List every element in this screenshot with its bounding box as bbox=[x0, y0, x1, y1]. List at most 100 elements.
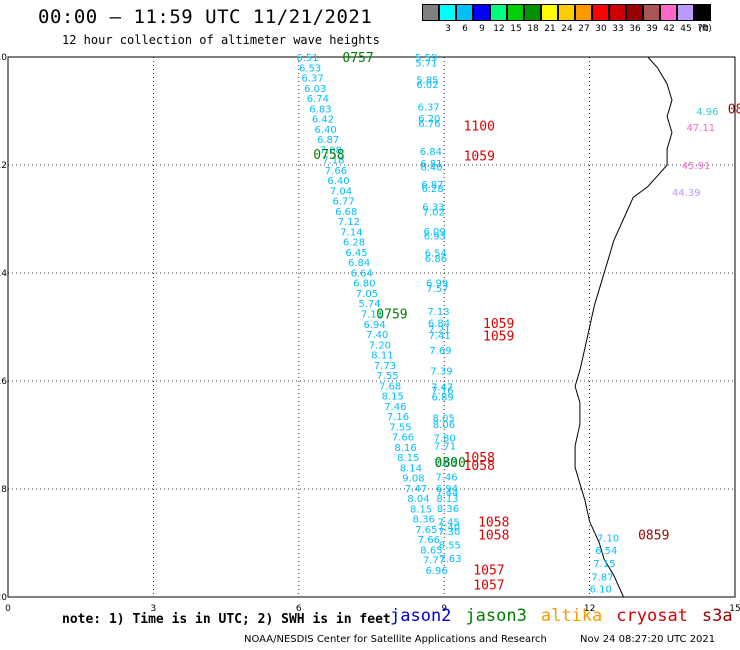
scale-swatch bbox=[575, 4, 592, 21]
wave-height-value: 7.10 bbox=[597, 534, 619, 545]
wave-height-value: 5.71 bbox=[415, 58, 437, 69]
wave-height-value: 8.11 bbox=[371, 351, 393, 362]
wave-height-value: 6.96 bbox=[426, 566, 448, 577]
wave-height-value: 7.55 bbox=[389, 422, 411, 433]
wave-height-value: 7.80 bbox=[434, 434, 456, 445]
wave-height-value: 7.41 bbox=[429, 331, 451, 342]
wave-height-value: 6.84 bbox=[420, 147, 442, 158]
scale-swatch bbox=[677, 4, 694, 21]
scale-tick-label: 33 bbox=[612, 24, 624, 34]
wave-height-value: 7.18 bbox=[322, 156, 344, 167]
pass-time-label: 0859 bbox=[638, 528, 669, 543]
wave-height-value: 6.09 bbox=[424, 227, 446, 238]
wave-height-value: 6.89 bbox=[432, 393, 454, 404]
wave-height-value: 6.87 bbox=[317, 135, 339, 146]
wave-height-value: 6.03 bbox=[304, 84, 326, 95]
wave-height-value: 7.46 bbox=[435, 473, 457, 484]
wave-height-value: 6.37 bbox=[418, 103, 440, 114]
wave-height-value: 8.15 bbox=[397, 453, 419, 464]
scale-tick-label: 45 bbox=[680, 24, 692, 34]
wave-height-value: 8.04 bbox=[407, 494, 429, 505]
wave-height-value: 9.08 bbox=[402, 474, 424, 485]
wave-height-value: 6.74 bbox=[307, 94, 329, 105]
scale-tick-label: 6 bbox=[462, 24, 468, 34]
pass-time-label: 0800 bbox=[435, 456, 466, 471]
scale-swatch bbox=[558, 4, 575, 21]
pass-time-label: 1057 bbox=[473, 579, 504, 594]
wave-height-value: 7.47 bbox=[431, 382, 453, 393]
pass-time-label: 1058 bbox=[478, 515, 509, 530]
y-tick-label: -20 bbox=[0, 593, 7, 603]
satellite-legend: jason2 jason3 altika cryosat s3a bbox=[390, 606, 740, 626]
credit-text: NOAA/NESDIS Center for Satellite Applica… bbox=[244, 634, 547, 645]
pass-time-label: 1059 bbox=[483, 330, 514, 345]
wave-height-value: 6.80 bbox=[353, 279, 375, 290]
wave-height-value: 7.66 bbox=[325, 166, 347, 177]
y-tick-label: -12 bbox=[0, 161, 7, 171]
scale-swatch bbox=[609, 4, 626, 21]
wave-height-value: 6.02 bbox=[416, 80, 438, 91]
scale-swatch bbox=[643, 4, 660, 21]
wave-height-value: 8.55 bbox=[439, 541, 461, 552]
wave-height-value: 7.15 bbox=[593, 559, 615, 570]
x-tick-label: 9 bbox=[441, 604, 447, 614]
wave-height-value: 6.68 bbox=[335, 207, 357, 218]
wave-height-value: 8.36 bbox=[413, 515, 435, 526]
footer-note: note: 1) Time is in UTC; 2) SWH is in fe… bbox=[62, 612, 391, 627]
pass-time-label: 1058 bbox=[464, 459, 495, 474]
scale-tick-label: 36 bbox=[629, 24, 641, 34]
wave-height-value: 7.68 bbox=[379, 381, 401, 392]
scale-swatch bbox=[592, 4, 609, 21]
wave-height-value: 8.05 bbox=[433, 414, 455, 425]
wave-height-value: 7.02 bbox=[423, 207, 445, 218]
wave-height-value: 7.47 bbox=[405, 484, 427, 495]
wave-height-value: 5.59 bbox=[415, 53, 437, 64]
scale-swatch bbox=[541, 4, 558, 21]
wave-height-value: 7.12 bbox=[338, 217, 360, 228]
y-tick-label: -16 bbox=[0, 377, 7, 387]
generated-timestamp: Nov 24 08:27:20 UTC 2021 bbox=[580, 634, 716, 645]
wave-height-value: 7.63 bbox=[439, 554, 461, 565]
wave-height-value: 8.06 bbox=[433, 420, 455, 431]
wave-height-value: 8.14 bbox=[400, 463, 422, 474]
scale-tick-label: 42 bbox=[663, 24, 675, 34]
wave-height-value: 5.74 bbox=[358, 299, 380, 310]
scale-tick-label: 39 bbox=[646, 24, 658, 34]
scale-swatch bbox=[473, 4, 490, 21]
pass-time-label: 1059 bbox=[464, 149, 495, 164]
wave-height-value: 7.55 bbox=[376, 371, 398, 382]
wave-height-value: 6.40 bbox=[315, 125, 337, 136]
y-tick-label: -10 bbox=[0, 53, 7, 63]
wave-height-value: 4.96 bbox=[696, 107, 718, 118]
scale-unit-label: (ft) bbox=[698, 24, 712, 34]
wave-height-value: 7.71 bbox=[434, 441, 456, 452]
scale-swatch bbox=[626, 4, 643, 21]
wave-height-value: 7.30 bbox=[438, 527, 460, 538]
wave-height-value: 6.86 bbox=[425, 254, 447, 265]
wave-height-value: 6.84 bbox=[348, 258, 370, 269]
wave-height-value: 7.16 bbox=[387, 412, 409, 423]
wave-height-value: 6.37 bbox=[302, 74, 324, 85]
wave-height-value: 6.28 bbox=[343, 238, 365, 249]
wave-height-value: 8.16 bbox=[395, 443, 417, 454]
wave-height-value: 6.54 bbox=[425, 249, 447, 260]
wave-height-value: 6.40 bbox=[420, 163, 442, 174]
wave-height-value: 44.39 bbox=[672, 188, 701, 199]
pass-time-label: 08 bbox=[728, 102, 740, 117]
wave-height-value: 6.99 bbox=[426, 279, 448, 290]
scale-tick-label: 12 bbox=[493, 24, 505, 34]
wave-height-value: 6.94 bbox=[436, 484, 458, 495]
scale-tick-label: 70 bbox=[697, 24, 709, 34]
wave-height-value: 6.77 bbox=[333, 197, 355, 208]
scale-swatch bbox=[660, 4, 677, 21]
scale-tick-label: 9 bbox=[479, 24, 485, 34]
wave-height-value: 7.77 bbox=[423, 556, 445, 567]
scale-tick-label: 18 bbox=[527, 24, 539, 34]
wave-height-value: 7.46 bbox=[384, 402, 406, 413]
satellite-legend-item: altika bbox=[540, 606, 603, 626]
wave-height-value: 6.20 bbox=[418, 114, 440, 125]
scale-tick-label: 3 bbox=[445, 24, 451, 34]
x-tick-label: 3 bbox=[151, 604, 157, 614]
pass-time-label: 1100 bbox=[464, 120, 495, 135]
